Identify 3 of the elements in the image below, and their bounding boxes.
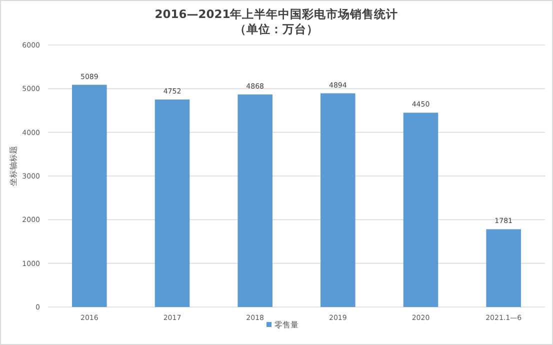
- title: 2016—2021年上半年中国彩电市场销售统计: [154, 7, 398, 21]
- subtitle: （单位：万台）: [234, 22, 318, 36]
- ylabel: 坐标轴标题: [9, 146, 18, 186]
